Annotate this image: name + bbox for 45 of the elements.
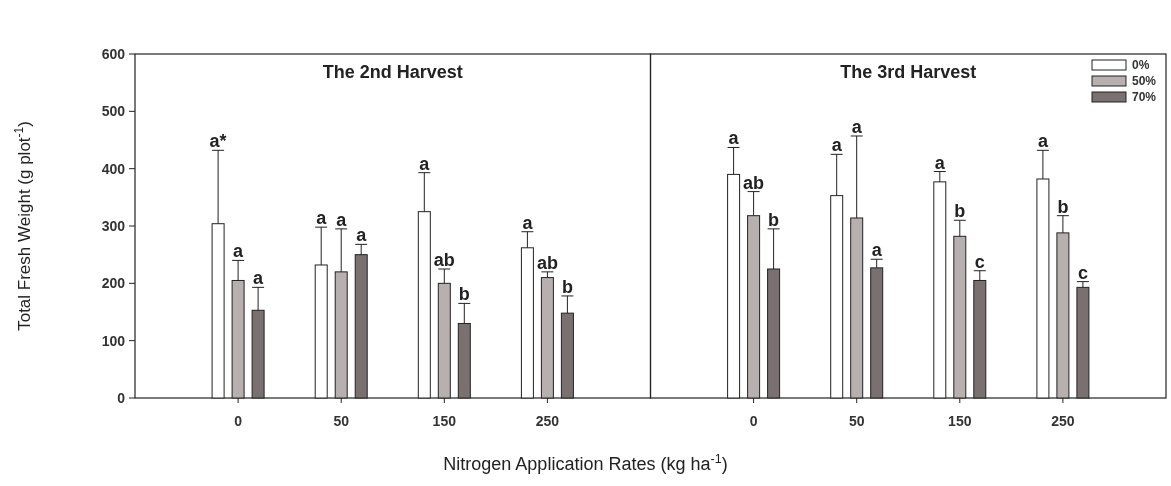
y-tick-label: 500 [101,103,126,120]
legend-label: 70% [1132,90,1157,104]
annotation: c [974,251,985,272]
y-tick-label: 400 [101,160,126,177]
x-axis-title: Nitrogen Application Rates (kg ha$^{-1}$) [443,452,728,474]
annotation: b [458,284,470,305]
annotation: a [356,225,368,246]
y-tick-label: 300 [101,217,126,234]
annotation: ab [743,172,765,193]
annotation: a [233,241,245,262]
annotation: a [419,153,431,174]
annotation: b [561,276,573,297]
text: The 2nd Harvest [322,62,463,82]
annotation: c [1077,262,1088,283]
x-tick-label: 150 [432,413,457,429]
annotation: a [522,212,534,233]
legend-label: 0% [1132,58,1150,72]
x-tick-label: 250 [535,413,560,429]
x-tick-label: 50 [333,413,350,429]
y-tick-label: 100 [101,332,126,349]
annotation: a [1037,131,1049,152]
y-tick-label: 600 [101,45,126,62]
y-tick-label: 200 [101,275,126,292]
legend-label: 50% [1132,74,1157,88]
y-tick-label: 0 [117,389,126,406]
annotation: ab [433,250,455,270]
annotation: a [316,208,328,229]
x-tick-label: 0 [749,413,758,429]
annotation: b [1057,196,1069,217]
annotation: a [728,128,740,149]
annotation: a [871,240,883,261]
annotation: ab [536,252,558,273]
x-tick-label: 150 [948,413,972,429]
annotation: a [851,116,863,137]
x-tick-label: 250 [1051,413,1075,429]
annotation: a [934,152,946,173]
annotation: a [253,268,265,289]
x-tick-label: 50 [848,413,865,429]
annotation: b [768,209,780,230]
annotation: a [336,209,348,230]
annotation: a [831,135,843,156]
annotation: b [954,201,966,222]
x-tick-label: 0 [234,413,243,429]
annotation: a* [209,131,227,152]
text: The 3rd Harvest [840,62,977,82]
